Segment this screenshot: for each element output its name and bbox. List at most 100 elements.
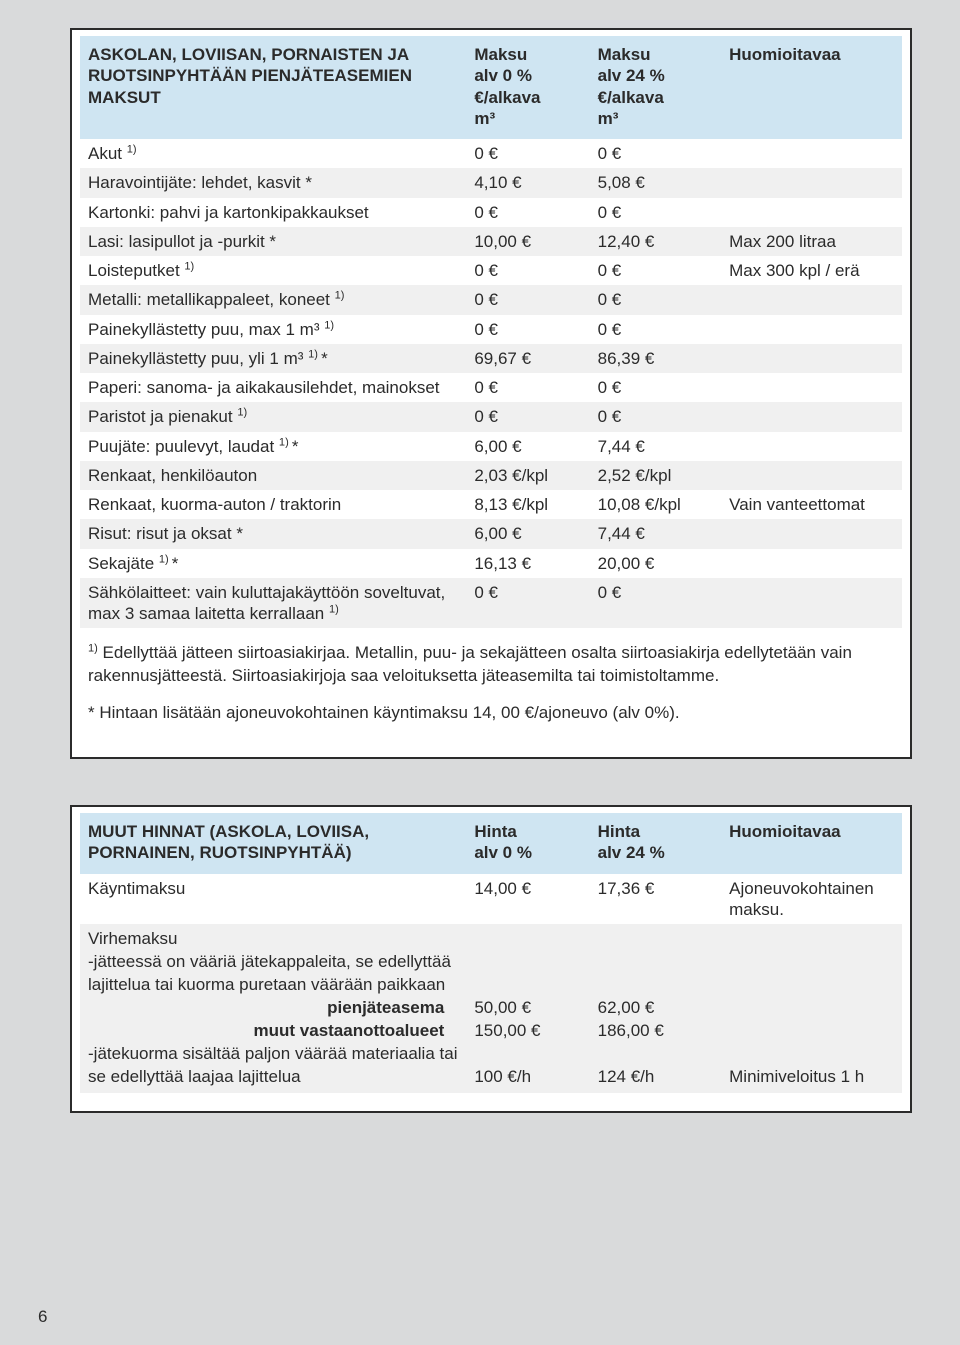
row-note [721, 139, 902, 168]
table-row: Painekyllästetty puu, yli 1 m³ 1) *69,67… [80, 344, 902, 373]
row-price-alv0: 0 € [466, 578, 589, 629]
t2-r2-line3: -jätekuorma sisältää paljon väärää mater… [88, 1043, 460, 1089]
table-row: Puujäte: puulevyt, laudat 1) *6,00 €7,44… [80, 432, 902, 461]
page-number: 6 [38, 1307, 47, 1327]
table-row: Haravointijäte: lehdet, kasvit *4,10 €5,… [80, 168, 902, 197]
footnote-1-sup: 1) [88, 643, 98, 655]
row-note [721, 578, 902, 629]
table1-header-row: ASKOLAN, LOVIISAN, PORNAISTEN JA RUOTSIN… [80, 36, 902, 139]
row-note [721, 461, 902, 490]
row-price-alv24: 5,08 € [590, 168, 722, 197]
row-price-alv0: 0 € [466, 256, 589, 285]
table-row: Lasi: lasipullot ja -purkit *10,00 €12,4… [80, 227, 902, 256]
table1-header-label: ASKOLAN, LOVIISAN, PORNAISTEN JA RUOTSIN… [80, 36, 466, 139]
table-row: Renkaat, kuorma-auton / traktorin8,13 €/… [80, 490, 902, 519]
row-price-alv24: 0 € [590, 256, 722, 285]
row-label: Risut: risut ja oksat * [80, 519, 466, 548]
page: ASKOLAN, LOVIISAN, PORNAISTEN JA RUOTSIN… [0, 0, 960, 1345]
row-price-alv24: 2,52 €/kpl [590, 461, 722, 490]
table-row: Loisteputket 1)0 €0 €Max 300 kpl / erä [80, 256, 902, 285]
row-label: Paperi: sanoma- ja aikakausilehdet, main… [80, 373, 466, 402]
t2-r1-v1: 14,00 € [466, 874, 589, 925]
t2-r2-sub1-row: pienjäteasema [88, 997, 460, 1020]
table1-footnotes: 1) Edellyttää jätteen siirtoasiakirjaa. … [80, 628, 902, 725]
table-row: Metalli: metallikappaleet, koneet 1)0 €0… [80, 285, 902, 314]
row-price-alv24: 7,44 € [590, 432, 722, 461]
t2-r2-sub1: pienjäteasema [88, 997, 460, 1020]
t2-r2-v2b: 186,00 € [598, 1020, 716, 1043]
row-price-alv24: 10,08 €/kpl [590, 490, 722, 519]
row-price-alv24: 0 € [590, 578, 722, 629]
t1-h2-l2: alv 0 % [474, 66, 532, 85]
row-price-alv0: 2,03 €/kpl [466, 461, 589, 490]
row-label: Lasi: lasipullot ja -purkit * [80, 227, 466, 256]
row-price-alv24: 0 € [590, 402, 722, 431]
row-price-alv24: 20,00 € [590, 549, 722, 578]
t2-r2-note-cell: Minimiveloitus 1 h [721, 924, 902, 1093]
table2-header-note: Huomioitavaa [721, 813, 902, 874]
row-label: Painekyllästetty puu, max 1 m³ 1) [80, 315, 466, 344]
row-price-alv0: 6,00 € [466, 519, 589, 548]
row-price-alv0: 0 € [466, 315, 589, 344]
row-price-alv24: 0 € [590, 315, 722, 344]
row-label: Sähkölaitteet: vain kuluttajakäyttöön so… [80, 578, 466, 629]
t2-h2-l2: alv 0 % [474, 843, 532, 862]
t1-h2-l1: Maksu [474, 45, 527, 64]
table2-header-price24: Hinta alv 24 % [590, 813, 722, 874]
t2-r2-v1a: 50,00 € [474, 997, 583, 1020]
row-note: Max 300 kpl / erä [721, 256, 902, 285]
row-price-alv0: 0 € [466, 198, 589, 227]
row-label: Puujäte: puulevyt, laudat 1) * [80, 432, 466, 461]
row-price-alv24: 0 € [590, 198, 722, 227]
t2-r2-note-c: Minimiveloitus 1 h [729, 1066, 896, 1089]
t2-r2-v2-cell: 62,00 € 186,00 € 124 €/h [590, 924, 722, 1093]
row-label: Paristot ja pienakut 1) [80, 402, 466, 431]
t2-r2-v2a: 62,00 € [598, 997, 716, 1020]
t1-h2-l4: m³ [474, 109, 495, 128]
table-row: Sekajäte 1) *16,13 €20,00 € [80, 549, 902, 578]
t1-h2-l3: €/alkava [474, 88, 540, 107]
row-price-alv0: 6,00 € [466, 432, 589, 461]
row-price-alv0: 10,00 € [466, 227, 589, 256]
t2-r2-v1c: 100 €/h [474, 1066, 583, 1089]
t2-r2-sub2: muut vastaanottoalueet [88, 1020, 460, 1043]
table-row: Painekyllästetty puu, max 1 m³ 1)0 €0 € [80, 315, 902, 344]
table-row: Renkaat, henkilöauton2,03 €/kpl2,52 €/kp… [80, 461, 902, 490]
t2-r2-v1-cell: 50,00 € 150,00 € 100 €/h [466, 924, 589, 1093]
row-price-alv24: 0 € [590, 285, 722, 314]
t2-h3-l2: alv 24 % [598, 843, 665, 862]
pricing-table-box-2: MUUT HINNAT (ASKOLA, LOVIISA, PORNAINEN,… [70, 805, 912, 1113]
table2-row-virhemaksu: Virhemaksu -jätteessä on vääriä jätekapp… [80, 924, 902, 1093]
row-note: Vain vanteettomat [721, 490, 902, 519]
row-label: Renkaat, henkilöauton [80, 461, 466, 490]
table2-row-kayntimaksu: Käyntimaksu 14,00 € 17,36 € Ajoneuvokoht… [80, 874, 902, 925]
row-price-alv0: 4,10 € [466, 168, 589, 197]
table1-header-note: Huomioitavaa [721, 36, 902, 139]
t1-h3-l1: Maksu [598, 45, 651, 64]
row-note [721, 549, 902, 578]
row-label: Akut 1) [80, 139, 466, 168]
table-row: Paperi: sanoma- ja aikakausilehdet, main… [80, 373, 902, 402]
t1-h3-l3: €/alkava [598, 88, 664, 107]
table2-header-price0: Hinta alv 0 % [466, 813, 589, 874]
table2-header-label: MUUT HINNAT (ASKOLA, LOVIISA, PORNAINEN,… [80, 813, 466, 874]
row-note [721, 315, 902, 344]
row-note [721, 373, 902, 402]
row-label: Haravointijäte: lehdet, kasvit * [80, 168, 466, 197]
row-price-alv0: 0 € [466, 285, 589, 314]
footnote-2: * Hintaan lisätään ajoneuvokohtainen käy… [88, 702, 894, 725]
row-price-alv24: 0 € [590, 373, 722, 402]
row-label: Loisteputket 1) [80, 256, 466, 285]
row-price-alv0: 0 € [466, 139, 589, 168]
row-label: Renkaat, kuorma-auton / traktorin [80, 490, 466, 519]
table-row: Risut: risut ja oksat *6,00 €7,44 € [80, 519, 902, 548]
row-price-alv24: 7,44 € [590, 519, 722, 548]
t2-r2-label-cell: Virhemaksu -jätteessä on vääriä jätekapp… [80, 924, 466, 1093]
t2-r2-v1b: 150,00 € [474, 1020, 583, 1043]
footnote-1-text: Edellyttää jätteen siirtoasiakirjaa. Met… [88, 643, 852, 685]
t2-r1-note: Ajoneuvokohtainen maksu. [721, 874, 902, 925]
row-note [721, 519, 902, 548]
pricing-table-box-1: ASKOLAN, LOVIISAN, PORNAISTEN JA RUOTSIN… [70, 28, 912, 759]
t2-r2-line1: -jätteessä on vääriä jätekappaleita, se … [88, 951, 460, 997]
row-note [721, 168, 902, 197]
